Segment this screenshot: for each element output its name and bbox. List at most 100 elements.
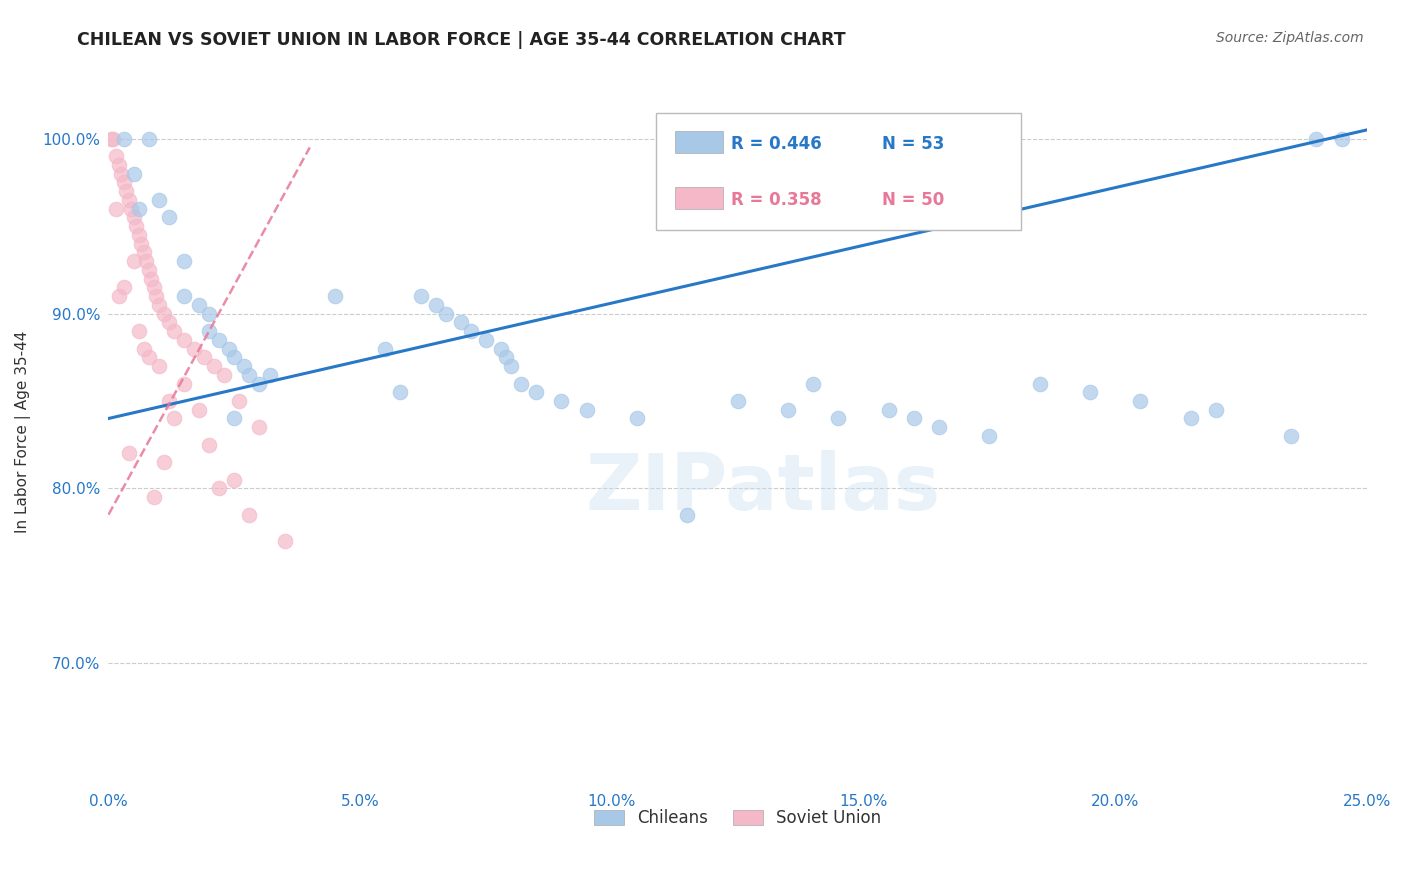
Point xyxy=(676,508,699,522)
Point xyxy=(212,368,235,382)
Point xyxy=(727,394,749,409)
Point xyxy=(132,342,155,356)
Point xyxy=(233,359,256,373)
Point xyxy=(110,167,132,181)
Point xyxy=(128,227,150,242)
Point xyxy=(979,429,1001,443)
Text: N = 50: N = 50 xyxy=(883,191,945,209)
Point xyxy=(425,298,447,312)
Point xyxy=(575,402,598,417)
Point xyxy=(173,254,195,268)
Point xyxy=(550,394,572,409)
Point xyxy=(224,351,246,365)
Point xyxy=(135,254,157,268)
Point xyxy=(112,280,135,294)
Point xyxy=(827,411,849,425)
Point xyxy=(104,202,127,216)
Text: CHILEAN VS SOVIET UNION IN LABOR FORCE | AGE 35-44 CORRELATION CHART: CHILEAN VS SOVIET UNION IN LABOR FORCE |… xyxy=(77,31,846,49)
Point xyxy=(450,315,472,329)
Point xyxy=(877,402,900,417)
Point xyxy=(489,342,512,356)
Point xyxy=(157,394,180,409)
Point xyxy=(801,376,824,391)
Point xyxy=(141,271,163,285)
Point xyxy=(125,219,148,233)
Point xyxy=(157,211,180,225)
Point xyxy=(208,482,231,496)
Text: R = 0.446: R = 0.446 xyxy=(731,135,823,153)
Point xyxy=(249,420,271,434)
Point xyxy=(163,411,186,425)
Point xyxy=(238,368,260,382)
Point xyxy=(202,359,225,373)
FancyBboxPatch shape xyxy=(675,130,723,153)
Point xyxy=(626,411,648,425)
Point xyxy=(475,333,498,347)
Point xyxy=(218,342,240,356)
Point xyxy=(103,131,125,145)
Point xyxy=(107,158,129,172)
Text: Source: ZipAtlas.com: Source: ZipAtlas.com xyxy=(1216,31,1364,45)
Point xyxy=(1180,411,1202,425)
Point xyxy=(224,411,246,425)
Point xyxy=(129,236,152,251)
Point xyxy=(142,490,165,504)
Point xyxy=(104,149,127,163)
Point xyxy=(198,438,221,452)
Point xyxy=(188,298,211,312)
Point xyxy=(173,333,195,347)
Point xyxy=(112,175,135,189)
Point xyxy=(228,394,250,409)
Point xyxy=(224,473,246,487)
Point xyxy=(1078,385,1101,400)
Text: ZIPatlas: ZIPatlas xyxy=(585,450,941,526)
Point xyxy=(1028,376,1050,391)
Point xyxy=(259,368,281,382)
Point xyxy=(117,193,139,207)
Point xyxy=(434,307,457,321)
FancyBboxPatch shape xyxy=(675,186,723,210)
Point xyxy=(128,202,150,216)
Point xyxy=(1129,394,1152,409)
Point xyxy=(249,376,271,391)
Point xyxy=(208,333,231,347)
Point xyxy=(138,131,160,145)
Point xyxy=(120,202,142,216)
Point xyxy=(460,324,482,338)
Point xyxy=(776,402,799,417)
Point xyxy=(117,446,139,460)
Point xyxy=(198,307,221,321)
Point xyxy=(153,455,176,469)
Point xyxy=(153,307,176,321)
Text: R = 0.358: R = 0.358 xyxy=(731,191,823,209)
Point xyxy=(148,298,170,312)
Point xyxy=(122,211,145,225)
Legend: Chileans, Soviet Union: Chileans, Soviet Union xyxy=(588,803,889,834)
Point xyxy=(163,324,186,338)
Point xyxy=(409,289,432,303)
Point xyxy=(928,420,950,434)
Point xyxy=(323,289,346,303)
Point xyxy=(128,324,150,338)
Point xyxy=(173,289,195,303)
Point xyxy=(142,280,165,294)
Point xyxy=(112,131,135,145)
Point xyxy=(238,508,260,522)
Point xyxy=(132,245,155,260)
Point xyxy=(1330,131,1353,145)
Point xyxy=(495,351,517,365)
Point xyxy=(173,376,195,391)
Y-axis label: In Labor Force | Age 35-44: In Labor Force | Age 35-44 xyxy=(15,330,31,533)
Point xyxy=(138,351,160,365)
Point xyxy=(524,385,547,400)
Point xyxy=(115,184,138,198)
Point xyxy=(148,359,170,373)
Point xyxy=(1305,131,1327,145)
Point xyxy=(107,289,129,303)
Point xyxy=(122,167,145,181)
Text: N = 53: N = 53 xyxy=(883,135,945,153)
Point xyxy=(1279,429,1302,443)
Point xyxy=(389,385,412,400)
Point xyxy=(374,342,396,356)
Point xyxy=(157,315,180,329)
